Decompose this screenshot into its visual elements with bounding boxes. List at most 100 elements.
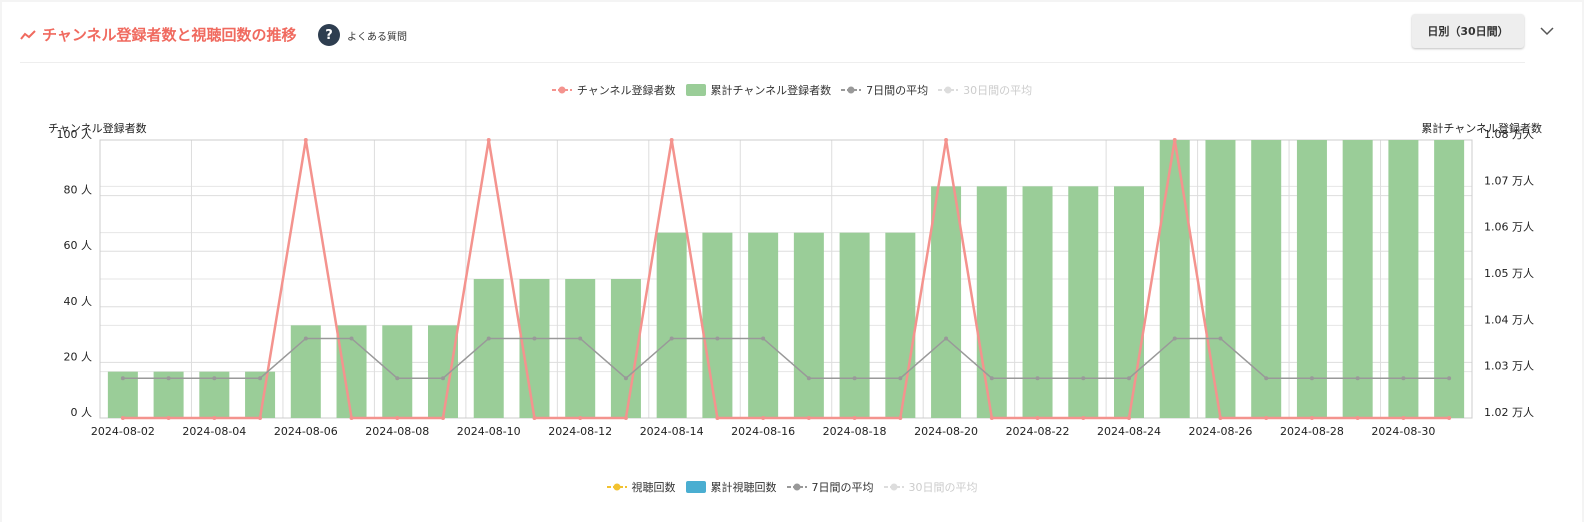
point xyxy=(441,416,445,420)
x-tick-label: 2024-08-16 xyxy=(731,425,795,438)
legend-swatch xyxy=(685,84,706,96)
bar xyxy=(702,232,733,418)
point xyxy=(303,138,308,142)
legend-item[interactable]: 累計視聴回数 xyxy=(685,479,777,495)
point xyxy=(989,376,994,381)
point xyxy=(623,376,628,381)
legend-item[interactable]: 30日間の平均 xyxy=(938,82,1032,98)
x-tick-label: 2024-08-22 xyxy=(1006,425,1070,438)
x-tick-label: 2024-08-04 xyxy=(182,425,246,438)
legend-item[interactable]: チャンネル登録者数 xyxy=(551,82,676,98)
y-tick-label: 20 人 xyxy=(64,350,93,363)
y2-tick-label: 1.08 万人 xyxy=(1484,128,1534,141)
x-tick-label: 2024-08-24 xyxy=(1097,425,1161,438)
title: チャンネル登録者数と視聴回数の推移 xyxy=(20,24,297,45)
point xyxy=(944,336,949,341)
point xyxy=(669,138,674,142)
bar xyxy=(1114,186,1144,418)
legend-item[interactable]: 7日間の平均 xyxy=(786,479,874,495)
bar xyxy=(1434,140,1465,418)
legend-swatch xyxy=(938,86,959,94)
y-tick-label: 40 人 xyxy=(64,295,93,308)
legend-item[interactable]: 7日間の平均 xyxy=(841,82,928,98)
legend-swatch xyxy=(786,483,807,491)
point xyxy=(898,376,903,381)
point xyxy=(1081,376,1086,381)
legend-label: 7日間の平均 xyxy=(811,481,874,494)
point xyxy=(1127,376,1131,381)
y2-tick-label: 1.02 万人 xyxy=(1484,406,1534,419)
point xyxy=(166,416,171,420)
point xyxy=(1447,376,1452,381)
legend-swatch xyxy=(883,483,904,491)
dropdown-chevron[interactable] xyxy=(1540,26,1554,36)
legend-label: 累計チャンネル登録者数 xyxy=(710,84,832,97)
legend-swatch xyxy=(606,483,627,491)
faq[interactable]: ? よくある質問 xyxy=(318,24,407,46)
legend-label: 7日間の平均 xyxy=(866,84,929,97)
line xyxy=(122,139,1450,420)
bar xyxy=(885,232,916,418)
point xyxy=(166,376,171,381)
point xyxy=(761,416,766,420)
bar xyxy=(610,279,641,418)
point xyxy=(1264,416,1269,420)
swatch xyxy=(890,483,897,491)
title-text: チャンネル登録者数と視聴回数の推移 xyxy=(42,26,297,44)
legend-swatch xyxy=(551,86,572,94)
y-axis-title: チャンネル登録者数 xyxy=(48,121,147,135)
y2-tick-label: 1.07 万人 xyxy=(1484,174,1534,187)
x-tick-label: 2024-08-28 xyxy=(1280,425,1344,438)
y2-tick-label: 1.06 万人 xyxy=(1484,221,1534,234)
trend-icon xyxy=(20,29,36,40)
legend-label: 30日間の平均 xyxy=(963,84,1033,97)
bar xyxy=(473,279,504,418)
point xyxy=(1127,416,1131,420)
bar xyxy=(931,186,962,418)
point xyxy=(532,416,537,420)
point xyxy=(395,416,400,420)
x-tick-label: 2024-08-26 xyxy=(1188,425,1252,438)
legend-swatch xyxy=(841,86,862,94)
bar xyxy=(839,232,870,418)
point xyxy=(989,416,994,420)
y-tick-label: 60 人 xyxy=(64,239,93,252)
bar xyxy=(290,325,321,418)
bar xyxy=(1251,140,1282,418)
swatch xyxy=(613,483,620,491)
x-tick-label: 2024-08-14 xyxy=(640,425,704,438)
x-tick-label: 2024-08-20 xyxy=(914,425,978,438)
point xyxy=(1309,376,1314,381)
y-tick-label: 100 人 xyxy=(57,128,93,141)
x-tick-label: 2024-08-02 xyxy=(91,425,155,438)
point xyxy=(258,416,263,420)
swatch xyxy=(793,483,800,491)
point xyxy=(1172,336,1177,341)
bar xyxy=(565,279,596,418)
bar xyxy=(1068,186,1099,418)
swatch xyxy=(847,86,855,94)
point xyxy=(852,416,857,420)
point xyxy=(1035,376,1040,381)
point xyxy=(1447,416,1452,420)
legend-item[interactable]: 累計チャンネル登録者数 xyxy=(685,82,832,98)
legend-item[interactable]: 30日間の平均 xyxy=(883,479,978,495)
point xyxy=(1218,416,1223,420)
legend-label: 累計視聴回数 xyxy=(710,481,777,494)
period-button[interactable]: 日別（30日間） xyxy=(1412,14,1524,48)
point xyxy=(1309,416,1314,420)
legend: チャンネル登録者数 累計チャンネル登録者数 7日間の平均 30日間の平均 xyxy=(2,82,1582,98)
legend-item[interactable]: 視聴回数 xyxy=(606,479,676,495)
point xyxy=(578,336,583,341)
x-tick-label: 2024-08-30 xyxy=(1371,425,1435,438)
y2-tick-label: 1.03 万人 xyxy=(1484,360,1534,373)
bar xyxy=(1205,140,1236,418)
swatch xyxy=(558,86,566,94)
swatch xyxy=(944,86,952,94)
x-tick-label: 2024-08-08 xyxy=(365,425,429,438)
point xyxy=(1264,376,1269,381)
y2-tick-label: 1.04 万人 xyxy=(1484,313,1534,326)
legend-label: チャンネル登録者数 xyxy=(576,84,676,97)
point xyxy=(1355,376,1360,381)
bar xyxy=(1296,140,1327,418)
